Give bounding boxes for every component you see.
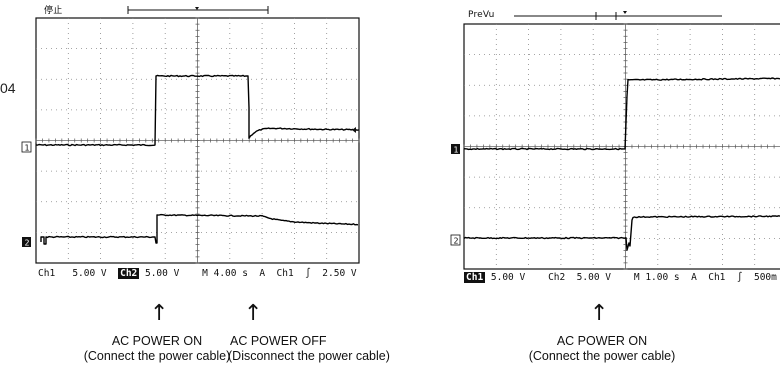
readout-ch1-chip: Ch1 (464, 272, 486, 283)
ch2-waveform (40, 213, 359, 245)
ch1-marker-label: 1 (454, 146, 459, 155)
annotation-title: AC POWER ON (111, 334, 203, 348)
annotation-ac-on-right: AC POWER ON (Connect the power cable) (497, 334, 707, 364)
annotation-subtitle: (Disconnect the power cable) (228, 349, 390, 363)
arrow-ac-off: ↑ (244, 301, 263, 326)
annotation-subtitle: (Connect the power cable) (528, 349, 676, 363)
readout-ch2-chip: Ch2 (118, 268, 140, 279)
ch1-marker-label: 1 (25, 144, 30, 153)
annotation-subtitle: (Connect the power cable) (83, 349, 231, 363)
ch2-ground-marker (450, 234, 461, 246)
readout-rest: 5.00 V Ch2 5.00 V M 1.00 s A Ch1 ∫ 500m (485, 272, 777, 283)
ch2-ground-marker (22, 237, 31, 247)
scope-right-status: PreVu (468, 10, 495, 20)
figure-number: 04 (0, 80, 16, 96)
scope-right-screen: 12 (450, 23, 780, 270)
trigger-level-marker (352, 127, 356, 133)
annotation-title: AC POWER ON (556, 334, 648, 348)
ch1-waveform (463, 77, 780, 151)
annotation-ac-on-left: AC POWER ON (Connect the power cable) (52, 334, 262, 364)
scope-right-readout: Ch1 5.00 V Ch2 5.00 V M 1.00 s A Ch1 ∫ 5… (464, 272, 777, 283)
annotation-ac-off: AC POWER OFF (Disconnect the power cable… (228, 334, 438, 364)
ch2-waveform (463, 215, 780, 251)
readout-rest: 5.00 V M 4.00 s A Ch1 ∫ 2.50 V (139, 268, 357, 279)
arrow-ac-on-left: ↑ (150, 301, 169, 326)
scope-left-status: 停止 (44, 6, 63, 16)
readout-ch1: Ch1 5.00 V (38, 268, 107, 279)
ch2-marker-label: 2 (25, 239, 30, 248)
ch1-waveform (35, 74, 359, 147)
ch1-ground-marker (451, 144, 460, 154)
ch1-ground-marker (21, 141, 32, 153)
arrow-ac-on-right: ↑ (590, 301, 609, 326)
scope-left-screen: 12 (21, 17, 360, 264)
ch2-marker-label: 2 (454, 237, 459, 246)
annotation-title: AC POWER OFF (230, 334, 327, 348)
scope-left-readout: Ch1 5.00 V Ch2 5.00 V M 4.00 s A Ch1 ∫ 2… (38, 268, 357, 279)
